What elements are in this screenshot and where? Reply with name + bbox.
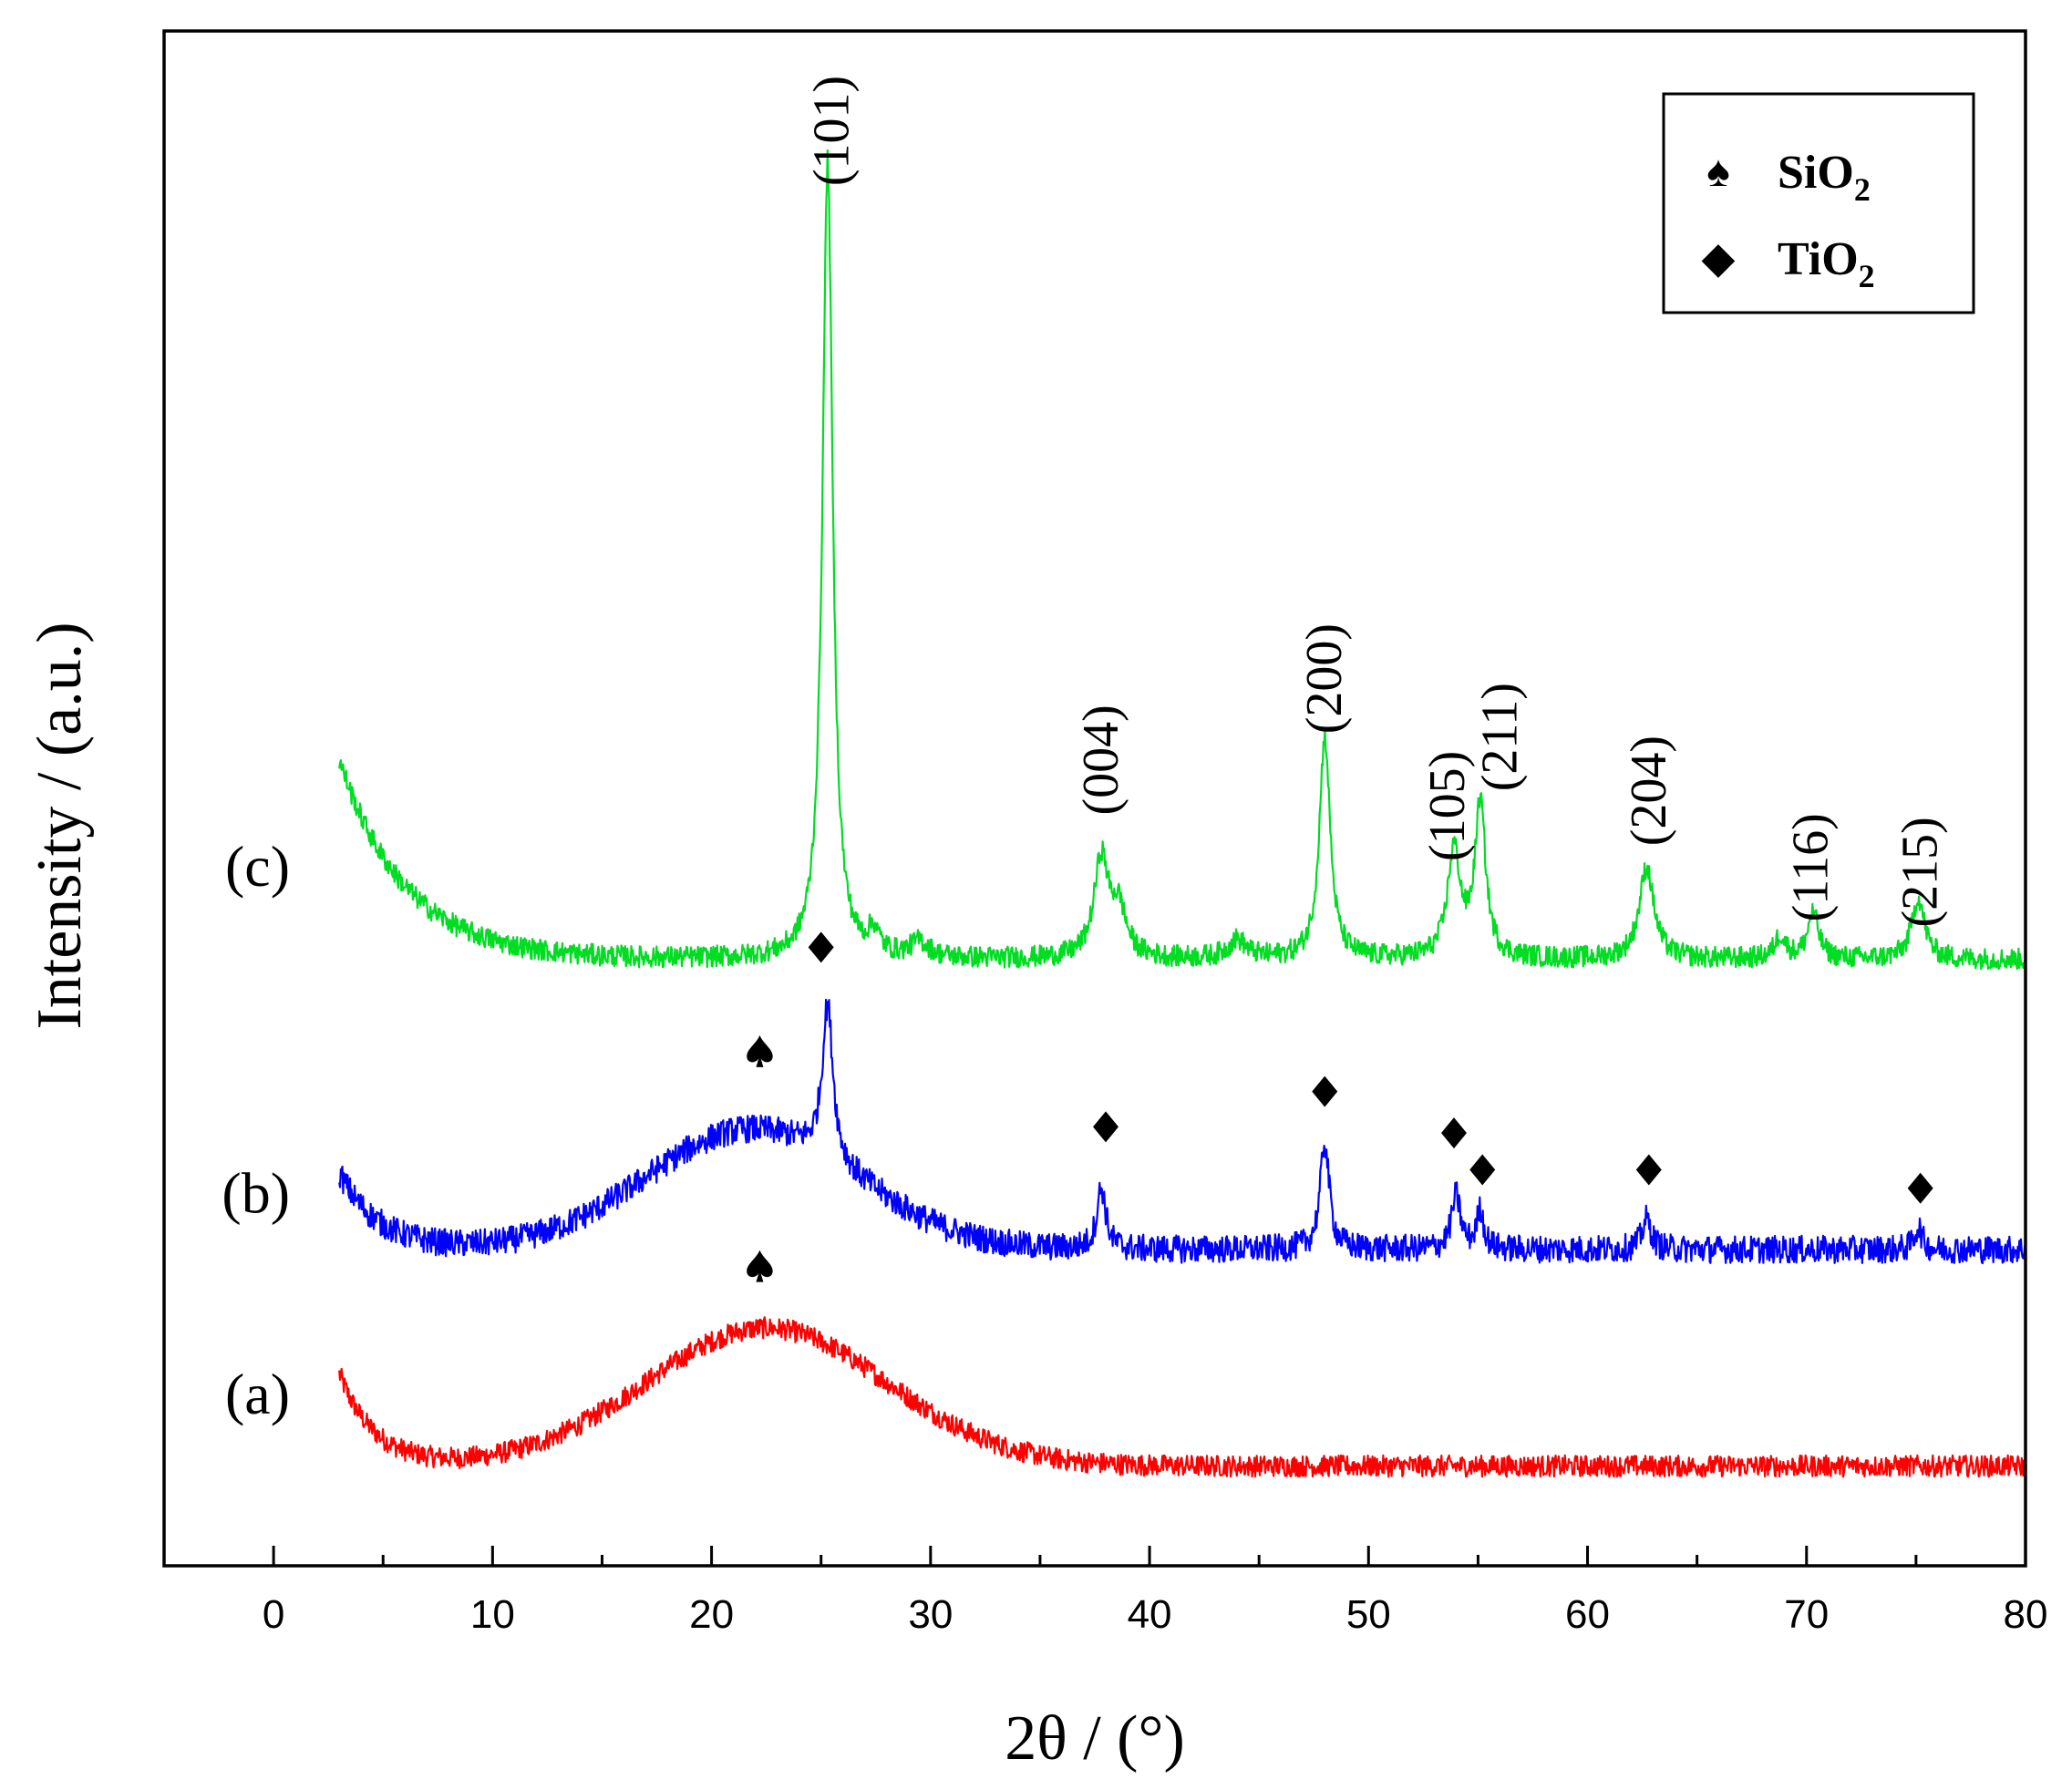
hkl-label: (211) (1471, 683, 1528, 791)
tio2-marker (808, 931, 834, 963)
hkl-label: (215) (1892, 817, 1949, 927)
tio2-marker (1440, 1117, 1467, 1149)
plot-frame (162, 29, 2027, 1568)
axes: 0 10 20 30 40 50 60 70 80 2θ / (°) Intensity / (a.… (25, 29, 2048, 1774)
x-tick-label: 40 (1128, 1592, 1172, 1637)
x-tick-label: 70 (1784, 1592, 1829, 1637)
hkl-label: (101) (804, 76, 861, 186)
x-tick-label: 30 (908, 1592, 953, 1637)
series-label-1: (b) (222, 1160, 290, 1225)
x-tick-label: 20 (689, 1592, 734, 1637)
series-line-2 (338, 149, 2027, 971)
hkl-label: (004) (1073, 705, 1129, 815)
series-layer: (a) (b) (c) (222, 149, 2027, 1478)
series-label-0: (a) (225, 1362, 290, 1426)
legend-label-subscript: 2 (1859, 258, 1875, 294)
legend-tio2-symbol: ◆ (1702, 234, 1736, 283)
legend-label-subscript: 2 (1854, 171, 1871, 208)
series-label-2: (c) (225, 834, 290, 899)
x-tick-label: 60 (1565, 1592, 1610, 1637)
y-axis-title: Intensity / (a.u.) (25, 622, 95, 1029)
legend-label: TiO2 (1778, 233, 1875, 294)
x-tick-label: 10 (470, 1592, 515, 1637)
annotation-layer: (101) (004) (200) (105)(211) (204) (116) (215) (804, 76, 1949, 928)
sio2-marker (747, 1250, 773, 1282)
tio2-marker (1312, 1075, 1338, 1107)
legend-sio2-symbol: ♠ (1706, 148, 1730, 196)
tio2-marker (1907, 1172, 1933, 1204)
legend-label-main: TiO (1778, 233, 1859, 285)
legend-label-main: SiO (1778, 147, 1854, 199)
legend-box (1662, 92, 1975, 314)
marker-layer (747, 931, 1933, 1282)
legend-label: SiO2 (1778, 147, 1871, 208)
x-axis-title: 2θ / (°) (1005, 1703, 1185, 1774)
hkl-label: (204) (1621, 736, 1677, 846)
x-tick-label: 0 (263, 1592, 284, 1637)
series-line-1 (338, 998, 2027, 1265)
hkl-label: (105) (1419, 751, 1476, 861)
series-line-0 (338, 1316, 2027, 1478)
x-tick-label: 80 (2004, 1592, 2048, 1637)
tio2-marker (1469, 1154, 1496, 1186)
legend: ♠ SiO2◆ TiO2 (1662, 92, 1975, 314)
tio2-marker (1093, 1111, 1119, 1143)
hkl-label: (116) (1783, 813, 1840, 921)
sio2-marker (747, 1034, 773, 1067)
hkl-label: (200) (1296, 623, 1353, 734)
x-tick-label: 50 (1346, 1592, 1391, 1637)
tio2-marker (1635, 1154, 1662, 1186)
